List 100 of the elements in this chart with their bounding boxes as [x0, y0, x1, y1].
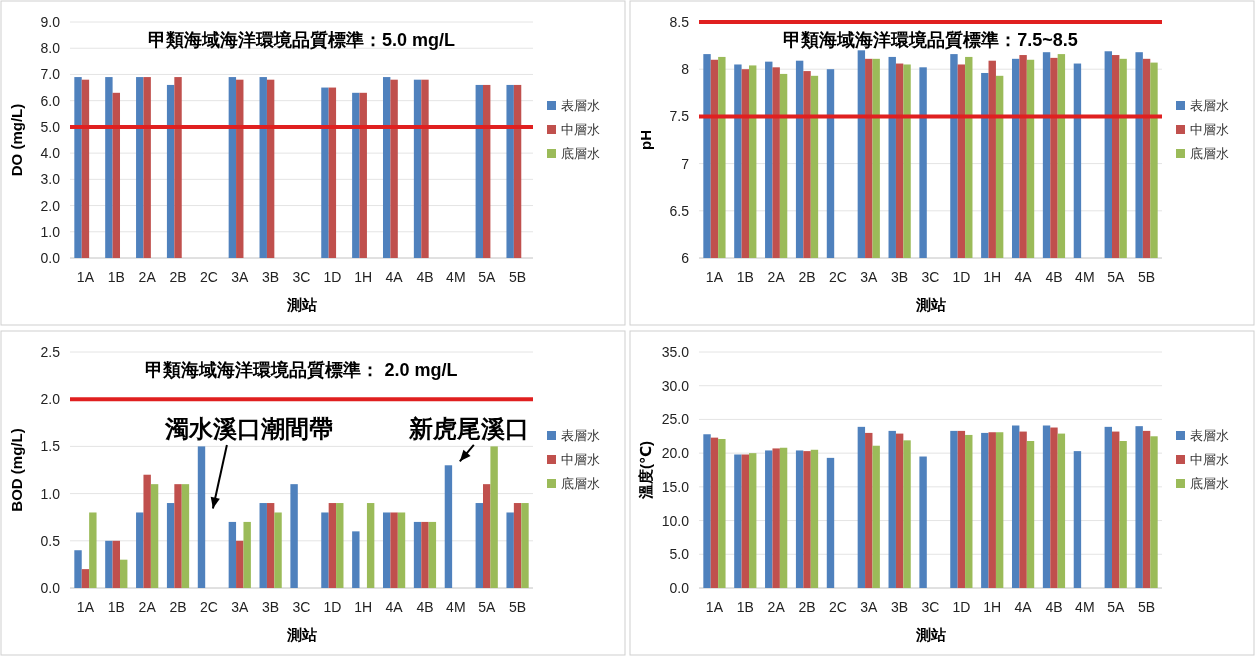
x-tick-label: 2B — [169, 269, 187, 285]
x-tick-label: 1D — [952, 269, 971, 285]
x-tick-label: 3C — [921, 269, 940, 285]
x-tick-label: 4M — [1075, 269, 1095, 285]
bar — [1135, 426, 1143, 588]
bar — [1150, 436, 1158, 588]
y-tick-label: 6.0 — [40, 92, 61, 109]
x-tick-label: 3A — [231, 599, 249, 615]
x-tick-label: 3A — [860, 269, 878, 285]
y-tick-label: 3.0 — [40, 171, 61, 188]
x-tick-label: 3B — [262, 269, 280, 285]
y-axis-title: BOD (mg/L) — [8, 428, 25, 512]
y-tick-label: 6.5 — [669, 202, 690, 219]
x-axis-title: 測站 — [914, 626, 946, 643]
bar — [243, 521, 251, 588]
y-tick-label: 10.0 — [661, 512, 690, 529]
bar — [779, 447, 788, 588]
y-tick-label: 25.0 — [661, 411, 690, 428]
x-tick-label: 1B — [107, 269, 125, 285]
chart-title: 甲類海域海洋環境品質標準：7.5~8.5 — [783, 30, 1078, 50]
bar — [475, 503, 483, 588]
x-tick-label: 3C — [921, 599, 940, 615]
bar — [810, 449, 819, 588]
y-tick-label: 15.0 — [661, 478, 690, 495]
x-tick-label: 5B — [1138, 599, 1156, 615]
legend-label: 表層水 — [561, 98, 600, 113]
bar — [1057, 433, 1066, 588]
bar — [1042, 425, 1051, 588]
legend-label: 底層水 — [1190, 476, 1229, 491]
x-tick-label: 4B — [416, 599, 434, 615]
x-tick-label: 5B — [509, 599, 527, 615]
bar — [74, 550, 82, 588]
annotation: 濁水溪口潮間帶 — [163, 414, 333, 442]
x-tick-label: 4A — [385, 599, 404, 615]
x-tick-label: 2C — [828, 269, 847, 285]
text: 甲類海域海洋環境品質標準：5.0 mg/L — [147, 30, 456, 50]
bar — [266, 503, 275, 588]
x-tick-label: 1D — [323, 599, 342, 615]
y-tick-label: 2.0 — [40, 197, 61, 214]
bar — [1026, 441, 1035, 588]
bar — [981, 432, 989, 588]
x-tick-label: 1A — [76, 269, 95, 285]
x-tick-label: 2C — [199, 599, 218, 615]
y-tick-label: 0.0 — [40, 250, 61, 266]
x-tick-label: 4M — [446, 269, 466, 285]
legend-label: 中層水 — [561, 452, 600, 467]
x-tick-label: 1A — [705, 599, 724, 615]
y-axis-title: pH — [637, 130, 654, 150]
bar — [174, 484, 182, 588]
bar — [749, 453, 757, 588]
x-tick-label: 2B — [798, 269, 816, 285]
bar — [872, 445, 880, 588]
x-tick-label: 4B — [1045, 599, 1063, 615]
y-tick-label: 0.0 — [669, 580, 690, 596]
x-tick-label: 2A — [138, 269, 157, 285]
bar — [895, 433, 904, 588]
x-tick-label: 1A — [76, 599, 95, 615]
bar — [513, 503, 522, 588]
legend-label: 中層水 — [1190, 452, 1229, 467]
x-tick-label: 2A — [767, 599, 786, 615]
bar — [1142, 430, 1151, 588]
bar — [1119, 441, 1127, 588]
bar — [150, 484, 159, 588]
x-tick-label: 1H — [354, 269, 373, 285]
x-tick-label: 1A — [705, 269, 724, 285]
bar — [995, 432, 1004, 588]
y-tick-label: 35.0 — [661, 344, 690, 360]
x-tick-label: 3B — [891, 599, 909, 615]
bar — [734, 454, 742, 588]
x-tick-label: 2A — [138, 599, 157, 615]
x-tick-label: 5A — [478, 269, 496, 285]
bar — [397, 512, 406, 588]
legend-label: 表層水 — [1190, 428, 1229, 443]
y-tick-label: 9.0 — [40, 14, 61, 30]
x-tick-label: 3C — [292, 599, 311, 615]
y-tick-label: 0.0 — [40, 580, 61, 596]
bar — [136, 512, 144, 588]
bar — [857, 426, 866, 588]
x-axis-title: 測站 — [285, 296, 317, 313]
bar — [228, 521, 237, 588]
bar — [336, 503, 344, 588]
bar — [112, 540, 120, 588]
legend-label: 底層水 — [1190, 146, 1229, 161]
bar — [988, 432, 996, 588]
y-tick-label: 6 — [681, 250, 690, 266]
bar — [803, 451, 811, 588]
x-tick-label: 2C — [828, 599, 847, 615]
x-tick-label: 4B — [1045, 269, 1063, 285]
bar — [919, 456, 927, 588]
bar — [259, 503, 267, 588]
bar — [1011, 425, 1020, 588]
bar — [795, 450, 804, 588]
bar — [957, 430, 966, 588]
x-tick-label: 1B — [736, 269, 754, 285]
x-tick-label: 4A — [385, 269, 404, 285]
bar — [390, 512, 398, 588]
bar — [865, 432, 873, 588]
y-tick-label: 8.5 — [669, 14, 690, 30]
bar — [366, 503, 375, 588]
x-tick-label: 1B — [107, 599, 125, 615]
